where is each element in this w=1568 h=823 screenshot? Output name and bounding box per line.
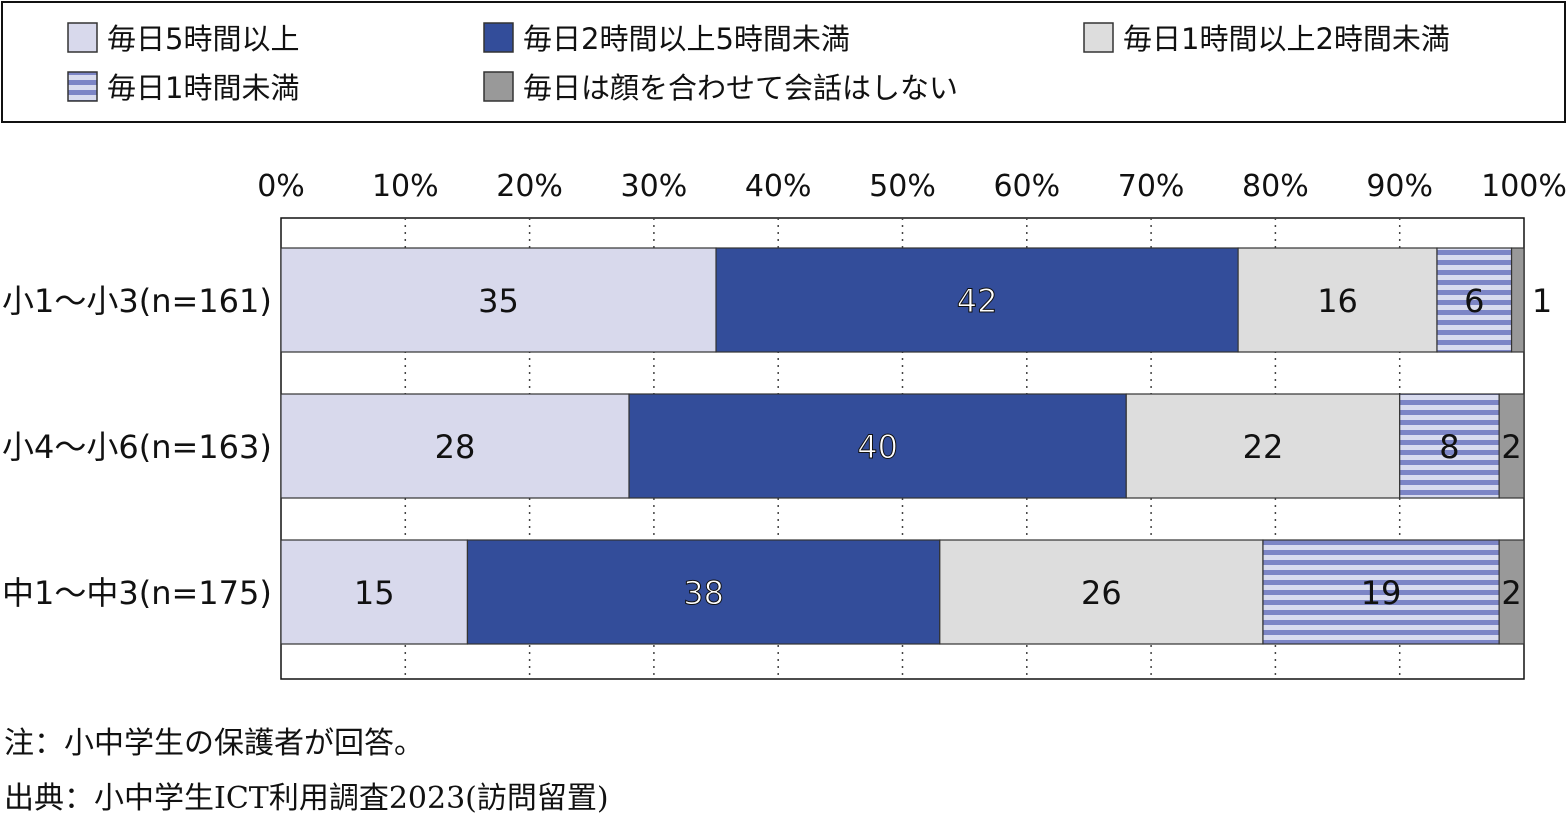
bars: 小1～小3(n=161) 35 42 16 6 1小4～小6(n=163) 28 40 22 8 2… <box>2 247 1552 645</box>
legend-swatch <box>483 71 514 102</box>
legend-label: 毎日1時間未満 <box>107 71 299 105</box>
category-label: 中1～中3(n=175) <box>2 574 272 612</box>
bar-segment <box>466 539 941 645</box>
bar-segment <box>1498 393 1525 499</box>
data-label: 1 <box>1532 282 1552 320</box>
x-tick-label: 30% <box>621 169 688 204</box>
legend-label: 毎日5時間以上 <box>107 22 299 56</box>
bar-segment <box>939 539 1264 645</box>
x-tick-label: 100% <box>1481 169 1567 204</box>
legend-label: 毎日2時間以上5時間未満 <box>523 22 850 56</box>
legend-swatch <box>67 22 98 53</box>
data-label: 2 <box>1501 574 1521 612</box>
chart-source: 出典：小中学生ICT利用調査2023(訪問留置) <box>4 781 609 816</box>
data-label: 22 <box>1243 428 1284 466</box>
data-label: 40 <box>857 428 898 466</box>
x-tick-label: 40% <box>745 169 812 204</box>
data-label: 35 <box>478 282 519 320</box>
legend-swatch <box>67 71 98 102</box>
bar-segment <box>1237 247 1438 353</box>
x-tick-label: 10% <box>372 169 439 204</box>
bar-segment <box>1436 247 1513 353</box>
bar-segment <box>1262 539 1500 645</box>
bar-segment <box>1498 539 1525 645</box>
category-label: 小1～小3(n=161) <box>2 282 272 320</box>
category-label: 小4～小6(n=163) <box>2 428 272 466</box>
bar-segment <box>1125 393 1401 499</box>
x-tick-label: 70% <box>1118 169 1185 204</box>
data-label: 28 <box>435 428 476 466</box>
legend-label: 毎日は顔を合わせて会話はしない <box>523 71 958 105</box>
data-label: 42 <box>957 282 998 320</box>
x-tick-label: 0% <box>257 169 305 204</box>
bar-segment <box>1399 393 1500 499</box>
chart-note: 注：小中学生の保護者が回答。 <box>4 726 424 761</box>
data-label: 38 <box>683 574 724 612</box>
bar-segment <box>715 247 1239 353</box>
data-label: 15 <box>354 574 395 612</box>
x-tick-label: 20% <box>496 169 563 204</box>
data-label: 16 <box>1317 282 1358 320</box>
legend-swatch <box>483 22 514 53</box>
data-label: 6 <box>1464 282 1484 320</box>
bar-segment <box>280 539 469 645</box>
bar-segment <box>280 247 717 353</box>
bar-segment <box>1510 247 1525 353</box>
data-label: 26 <box>1081 574 1122 612</box>
bar-segment <box>628 393 1127 499</box>
bar-segment <box>280 393 630 499</box>
x-tick-label: 80% <box>1242 169 1309 204</box>
legend-swatch <box>1083 22 1114 53</box>
data-label: 8 <box>1439 428 1459 466</box>
x-tick-label: 60% <box>993 169 1060 204</box>
legend-frame <box>1 1 1566 123</box>
x-tick-label: 90% <box>1366 169 1433 204</box>
legend-label: 毎日1時間以上2時間未満 <box>1123 22 1450 56</box>
x-tick-label: 50% <box>869 169 936 204</box>
data-label: 2 <box>1501 428 1521 466</box>
data-label: 19 <box>1361 574 1402 612</box>
